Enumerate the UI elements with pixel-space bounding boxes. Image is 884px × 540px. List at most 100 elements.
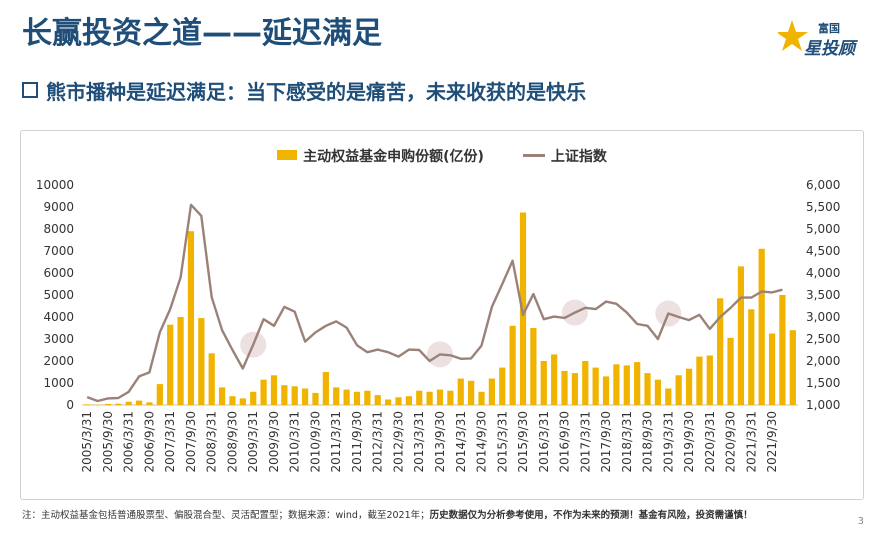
y-left-tick-label: 4000 bbox=[43, 310, 74, 324]
bar-mark bbox=[592, 367, 599, 405]
bar-mark bbox=[229, 396, 236, 405]
bar-mark bbox=[717, 298, 724, 405]
x-tick-label: 2008/3/31 bbox=[205, 411, 219, 473]
x-tick-label: 2020/9/30 bbox=[724, 411, 738, 473]
legend-bar-swatch bbox=[277, 150, 298, 160]
x-tick-label: 2019/9/30 bbox=[682, 411, 696, 473]
bar-mark bbox=[218, 387, 226, 405]
bar-mark bbox=[260, 379, 267, 405]
x-tick-label: 2016/3/31 bbox=[537, 411, 551, 473]
x-tick-label: 2009/9/30 bbox=[267, 411, 281, 473]
bar-mark bbox=[768, 333, 776, 405]
y-right-tick-label: 4,500 bbox=[806, 244, 840, 258]
x-tick-label: 2008/9/30 bbox=[225, 411, 239, 473]
bar-mark bbox=[613, 364, 620, 405]
x-tick-label: 2011/3/31 bbox=[329, 411, 343, 473]
y-right-tick-label: 1,500 bbox=[806, 376, 840, 390]
y-left-tick-label: 1000 bbox=[43, 376, 74, 390]
bar-mark bbox=[665, 388, 672, 405]
bar-mark bbox=[675, 375, 682, 405]
logo-top-text: 富国 bbox=[818, 21, 840, 35]
checkbox-square-icon bbox=[22, 82, 38, 98]
legend-label-subscription: 主动权益基金申购份额(亿份) bbox=[303, 149, 484, 165]
x-tick-label: 2012/9/30 bbox=[391, 411, 405, 473]
x-tick-label: 2015/3/31 bbox=[495, 411, 509, 473]
x-tick-label: 2017/9/30 bbox=[599, 411, 613, 473]
bar-mark bbox=[551, 354, 558, 405]
x-tick-label: 2018/9/30 bbox=[641, 411, 655, 473]
bar-mark bbox=[779, 295, 786, 405]
y-left-tick-label: 7000 bbox=[43, 244, 74, 258]
bar-mark bbox=[748, 309, 755, 405]
subtitle: 熊市播种是延迟满足：当下感受的是痛苦，未来收获的是快乐 bbox=[22, 76, 586, 105]
bar-mark bbox=[156, 384, 163, 405]
x-tick-label: 2013/3/31 bbox=[412, 411, 426, 473]
bar-mark bbox=[789, 330, 796, 405]
x-tick-label: 2017/3/31 bbox=[578, 411, 592, 473]
bar-mark bbox=[509, 325, 516, 405]
bar-mark bbox=[239, 398, 246, 405]
bar-mark bbox=[333, 387, 340, 405]
x-tick-label: 2014/9/30 bbox=[475, 411, 489, 473]
x-tick-label: 2011/9/30 bbox=[350, 411, 364, 473]
x-tick-label: 2018/3/31 bbox=[620, 411, 634, 473]
y-left-tick-label: 6000 bbox=[43, 266, 74, 280]
bar-mark bbox=[125, 401, 132, 405]
bar-mark bbox=[84, 404, 91, 405]
page-title: 长赢投资之道——延迟满足 bbox=[22, 16, 382, 51]
chart-frame bbox=[20, 130, 864, 500]
index-line bbox=[86, 203, 783, 403]
x-tick-label: 2006/9/30 bbox=[142, 411, 156, 473]
y-right-tick-label: 3,500 bbox=[806, 288, 840, 302]
y-right-tick-label: 3,000 bbox=[806, 310, 840, 324]
page-number: 3 bbox=[857, 516, 864, 527]
bar-mark bbox=[540, 361, 547, 405]
x-tick-label: 2005/9/30 bbox=[101, 411, 115, 473]
bar-mark bbox=[385, 399, 392, 405]
bar-mark bbox=[758, 248, 765, 405]
bar-mark bbox=[374, 395, 381, 405]
y-right-tick-label: 2,000 bbox=[806, 354, 840, 368]
x-tick-label: 2013/9/30 bbox=[433, 411, 447, 473]
y-right-tick-label: 4,000 bbox=[806, 266, 840, 280]
y-left-tick-label: 5000 bbox=[43, 288, 74, 302]
bar-mark bbox=[457, 378, 464, 405]
bar-mark bbox=[405, 396, 412, 405]
x-tick-label: 2019/3/31 bbox=[661, 411, 675, 473]
chart-legend: 主动权益基金申购份额(亿份) 上证指数 bbox=[0, 146, 884, 166]
x-tick-label: 2007/9/30 bbox=[184, 411, 198, 473]
bar-mark bbox=[727, 337, 734, 405]
x-tick-label: 2006/3/31 bbox=[122, 411, 136, 473]
bar-mark bbox=[499, 367, 506, 405]
bar-mark bbox=[571, 373, 579, 405]
bar-mark bbox=[468, 380, 475, 405]
footnote: 注：主动权益基金包括普通股票型、偏股混合型、灵活配置型；数据来源：wind，截至… bbox=[22, 507, 753, 521]
bar-mark bbox=[115, 403, 122, 405]
bar-mark bbox=[447, 390, 454, 405]
bar-mark bbox=[104, 403, 112, 405]
bar-mark bbox=[685, 368, 693, 405]
footnote-source: 注：主动权益基金包括普通股票型、偏股混合型、灵活配置型；数据来源：wind，截至… bbox=[22, 510, 430, 521]
y-right-tick-label: 1,000 bbox=[806, 398, 840, 412]
star-icon bbox=[778, 20, 808, 51]
bar-mark bbox=[343, 389, 350, 405]
y-right-tick-label: 2,500 bbox=[806, 332, 840, 346]
bar-mark bbox=[135, 400, 143, 405]
bar-mark bbox=[478, 391, 485, 405]
y-left-tick-label: 9000 bbox=[43, 200, 74, 214]
bar-mark bbox=[488, 378, 495, 405]
bar-mark bbox=[353, 391, 361, 405]
x-tick-label: 2012/3/31 bbox=[371, 411, 385, 473]
bar-mark bbox=[291, 386, 298, 405]
y-right-tick-label: 5,000 bbox=[806, 222, 840, 236]
bar-mark bbox=[654, 379, 662, 405]
y-right-tick-label: 5,500 bbox=[806, 200, 840, 214]
subtitle-text: 熊市播种是延迟满足：当下感受的是痛苦，未来收获的是快乐 bbox=[46, 80, 586, 104]
legend-line-swatch bbox=[522, 154, 545, 157]
bar-mark bbox=[301, 388, 309, 405]
bar-mark bbox=[281, 385, 288, 405]
bar-mark bbox=[270, 375, 278, 405]
bar-mark bbox=[561, 370, 568, 405]
y-left-tick-label: 2000 bbox=[43, 354, 74, 368]
bar-mark bbox=[167, 324, 174, 405]
